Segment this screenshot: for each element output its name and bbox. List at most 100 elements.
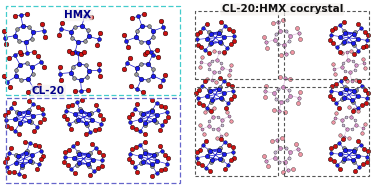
Point — [196, 89, 202, 92]
Point — [194, 38, 200, 41]
Point — [39, 23, 45, 26]
Point — [337, 50, 343, 53]
Point — [148, 50, 154, 53]
Point — [13, 75, 19, 78]
Point — [136, 118, 142, 121]
Point — [350, 59, 356, 62]
Point — [225, 102, 231, 105]
Point — [231, 35, 237, 38]
Point — [199, 128, 205, 131]
Point — [141, 123, 147, 126]
Point — [331, 67, 337, 70]
Point — [221, 80, 227, 83]
Point — [296, 32, 302, 35]
Point — [200, 144, 206, 147]
Point — [27, 26, 33, 29]
Point — [78, 98, 84, 101]
Point — [346, 137, 352, 140]
Point — [207, 43, 213, 46]
Point — [197, 30, 203, 33]
Point — [219, 42, 225, 45]
Point — [280, 19, 286, 22]
Point — [277, 147, 283, 150]
Point — [72, 25, 78, 28]
Point — [5, 111, 11, 114]
Point — [341, 40, 347, 43]
Point — [228, 43, 234, 46]
Point — [358, 27, 364, 30]
Point — [350, 158, 356, 161]
Point — [216, 50, 222, 53]
Point — [83, 122, 89, 125]
Point — [144, 50, 150, 53]
Point — [340, 138, 346, 141]
Point — [287, 34, 293, 37]
Point — [280, 86, 286, 89]
Point — [336, 106, 342, 109]
Point — [219, 123, 225, 126]
Point — [352, 124, 358, 127]
Point — [211, 106, 217, 109]
Point — [36, 163, 42, 166]
Point — [164, 111, 170, 114]
Point — [364, 155, 370, 158]
Point — [217, 146, 223, 149]
Point — [154, 48, 160, 51]
Point — [142, 132, 148, 136]
Point — [231, 94, 237, 97]
Point — [12, 34, 18, 37]
Point — [165, 157, 171, 160]
Point — [77, 108, 83, 111]
Point — [30, 114, 36, 117]
Point — [134, 73, 140, 76]
Point — [341, 158, 347, 161]
Point — [40, 118, 46, 121]
Point — [197, 148, 203, 151]
Point — [363, 44, 369, 47]
Point — [341, 147, 347, 150]
Point — [282, 160, 288, 163]
Point — [40, 29, 46, 32]
Point — [153, 101, 159, 105]
Point — [36, 84, 42, 87]
Point — [13, 68, 19, 71]
Bar — [284, 87, 369, 176]
Point — [76, 152, 82, 155]
Point — [154, 160, 160, 163]
Point — [126, 157, 132, 160]
Point — [79, 24, 85, 27]
Point — [360, 127, 366, 130]
Point — [24, 13, 30, 16]
Point — [206, 119, 212, 122]
Point — [228, 64, 234, 67]
Point — [261, 95, 267, 98]
Point — [160, 79, 166, 82]
Point — [75, 51, 81, 54]
Point — [276, 109, 282, 112]
Point — [39, 107, 45, 110]
Point — [351, 89, 357, 92]
Point — [206, 52, 212, 55]
Point — [271, 108, 277, 111]
Point — [63, 109, 69, 112]
Point — [132, 165, 138, 168]
Point — [327, 94, 333, 97]
Point — [133, 127, 139, 130]
Point — [351, 43, 357, 46]
Point — [348, 79, 354, 82]
Point — [206, 88, 212, 91]
Point — [274, 138, 280, 141]
Point — [140, 90, 146, 93]
Point — [69, 103, 75, 106]
Point — [11, 102, 17, 105]
Point — [339, 51, 345, 54]
Point — [286, 40, 292, 43]
Point — [285, 169, 291, 172]
Point — [31, 129, 37, 132]
Point — [56, 33, 62, 36]
Point — [18, 14, 24, 17]
Point — [360, 57, 366, 60]
Point — [27, 160, 33, 163]
Point — [83, 64, 89, 67]
Point — [206, 108, 212, 111]
